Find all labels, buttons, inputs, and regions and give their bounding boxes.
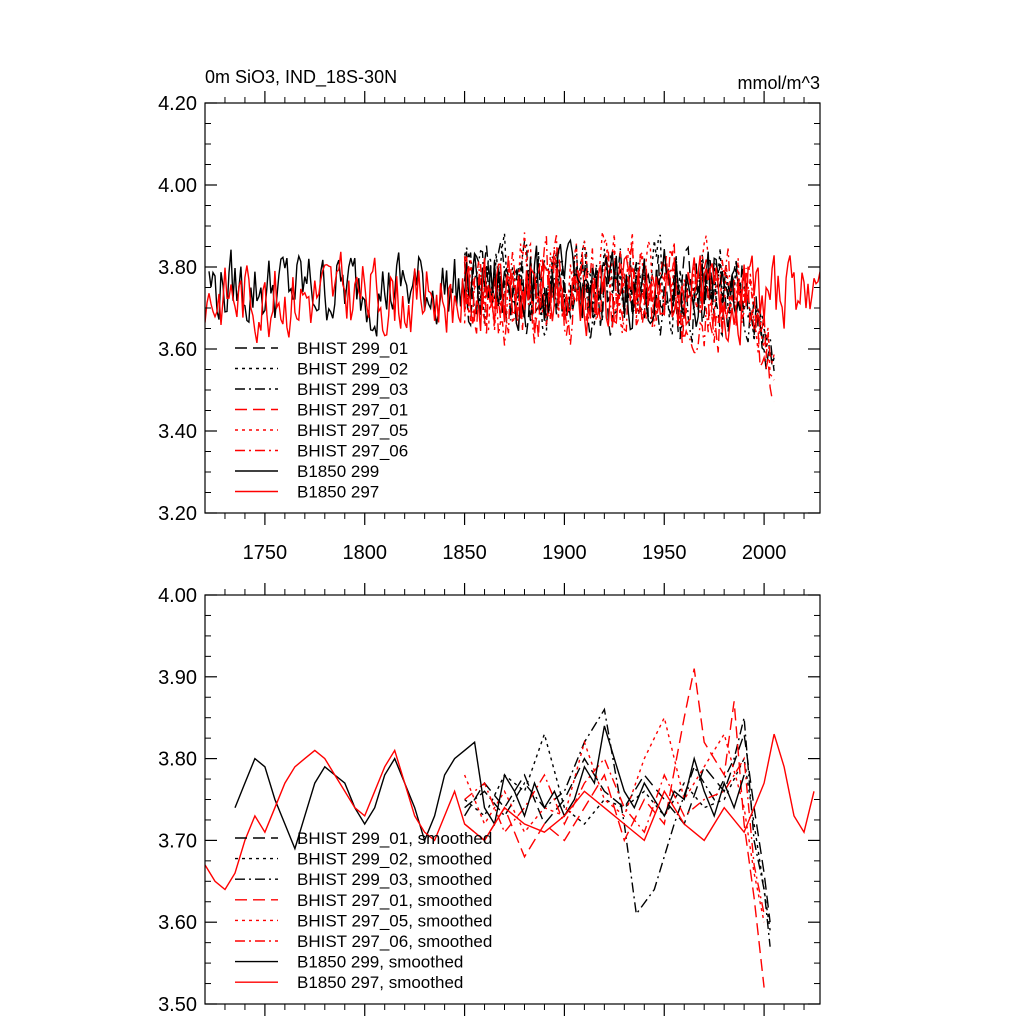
- y-tick-label: 4.20: [158, 93, 197, 115]
- series-line-0: [464, 733, 771, 923]
- y-tick-label: 3.20: [158, 503, 197, 525]
- y-tick-label: 3.80: [158, 749, 197, 771]
- y-tick-label: 3.80: [158, 257, 197, 279]
- legend: BHIST 299_01, smoothed BHIST 299_02, smoo…: [235, 829, 492, 992]
- legend-label: B1850 297: [297, 483, 379, 502]
- y-tick-label: 3.60: [158, 912, 197, 934]
- y-tick-label: 3.90: [158, 667, 197, 689]
- legend-label: BHIST 297_01: [297, 401, 408, 420]
- series-line-6: [208, 238, 745, 337]
- series-line-7: [205, 733, 815, 891]
- legend-label: B1850 299, smoothed: [297, 953, 463, 972]
- y-tick-label: 3.60: [158, 339, 197, 361]
- legend-label: B1850 297, smoothed: [297, 973, 463, 992]
- series-line-2: [463, 240, 775, 372]
- series-line-3: [464, 668, 765, 988]
- legend-label: BHIST 299_02, smoothed: [297, 850, 492, 869]
- y-tick-label: 3.70: [158, 830, 197, 852]
- legend-label: B1850 299: [297, 462, 379, 481]
- units-label: mmol/m^3: [738, 73, 820, 93]
- y-tick-label: 4.00: [158, 175, 197, 197]
- legend-label: BHIST 299_01, smoothed: [297, 829, 492, 848]
- series-group: [205, 231, 820, 403]
- x-tick-label: 1850: [442, 542, 487, 564]
- top-panel: 3.20 3.40 3.60 3.80 4.00 4.20 1750 1800 1850 1900…: [158, 67, 821, 564]
- y-tick-label: 3.50: [158, 994, 197, 1016]
- x-tick-label: 1950: [642, 542, 687, 564]
- bottom-panel: 3.50 3.60 3.70 3.80 3.90 4.00 BHIST 299_01, sm…: [158, 583, 821, 1016]
- legend-label: BHIST 299_03: [297, 380, 408, 399]
- x-tick-label: 2000: [742, 542, 787, 564]
- series-line-5: [463, 235, 775, 365]
- series-line-6: [234, 725, 745, 851]
- legend-label: BHIST 297_06: [297, 442, 408, 461]
- y-tick-label: 3.40: [158, 421, 197, 443]
- legend-label: BHIST 299_03, smoothed: [297, 870, 492, 889]
- legend-label: BHIST 299_01: [297, 339, 408, 358]
- legend-label: BHIST 297_05: [297, 421, 408, 440]
- x-tick-label: 1900: [542, 542, 587, 564]
- series-line-2: [464, 707, 771, 947]
- legend-label: BHIST 297_01, smoothed: [297, 891, 492, 910]
- x-tick-label: 1800: [342, 542, 387, 564]
- legend-label: BHIST 297_06, smoothed: [297, 932, 492, 951]
- series-line-5: [464, 756, 765, 915]
- series-line-7: [205, 251, 820, 346]
- series-group: [205, 668, 815, 988]
- legend-label: BHIST 297_05, smoothed: [297, 911, 492, 930]
- y-tick-label: 4.00: [158, 585, 197, 607]
- series-line-1: [464, 731, 771, 931]
- legend-label: BHIST 299_02: [297, 360, 408, 379]
- chart-title: 0m SiO3, IND_18S-30N: [205, 67, 397, 88]
- x-tick-label: 1750: [243, 542, 288, 564]
